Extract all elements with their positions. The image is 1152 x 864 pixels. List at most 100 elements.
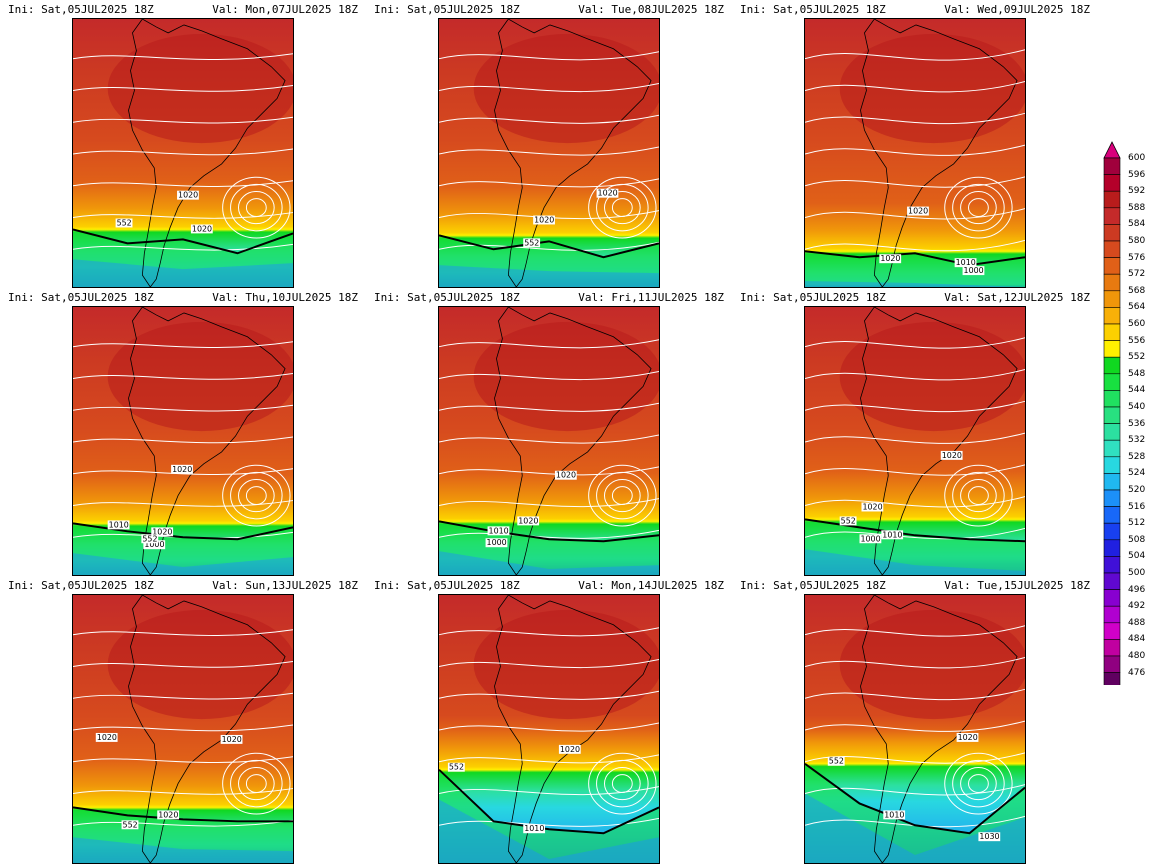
contour-label: 1020 bbox=[533, 215, 555, 224]
deep-cold-region bbox=[73, 837, 293, 863]
colorbar-level-label: 536 bbox=[1128, 418, 1146, 429]
isobar bbox=[439, 690, 659, 700]
colorbar-swatch bbox=[1103, 157, 1121, 175]
isobar bbox=[73, 819, 293, 827]
high-pressure-isobar bbox=[222, 752, 291, 815]
colorbar-swatch bbox=[1103, 290, 1121, 308]
isobar bbox=[805, 144, 1025, 156]
isobar bbox=[805, 49, 1025, 61]
isobar bbox=[805, 112, 1025, 125]
svg-text:1020: 1020 bbox=[958, 733, 978, 742]
colorbar-swatch bbox=[1103, 373, 1121, 391]
forecast-panel: Ini: Sat,05JUL2025 18Z Val: Thu,10JUL2025… bbox=[0, 288, 366, 576]
isobar bbox=[805, 337, 1025, 349]
contour-label: 1010 bbox=[883, 810, 906, 819]
colorbar-level-label: 572 bbox=[1128, 269, 1146, 280]
colorbar-level-label: 556 bbox=[1128, 335, 1146, 346]
forecast-panel: Ini: Sat,05JUL2025 18Z Val: Mon,14JUL2025… bbox=[366, 576, 732, 864]
high-pressure-isobar bbox=[611, 198, 633, 218]
svg-text:1020: 1020 bbox=[598, 189, 618, 198]
colorbar-swatch bbox=[1103, 323, 1121, 341]
isobar bbox=[805, 657, 1025, 669]
colorbar-swatch bbox=[1103, 473, 1121, 491]
coastline bbox=[860, 307, 1018, 575]
colorbar-swatch bbox=[1103, 639, 1121, 657]
svg-text:1020: 1020 bbox=[560, 745, 580, 754]
high-pressure-isobar bbox=[944, 176, 1013, 239]
colorbar-level-label: 564 bbox=[1128, 302, 1146, 313]
high-pressure-isobar bbox=[952, 183, 1005, 232]
colorbar-level-label: 524 bbox=[1128, 468, 1146, 479]
isobar bbox=[73, 531, 293, 539]
high-pressure-isobar bbox=[245, 774, 267, 794]
isobar bbox=[439, 146, 659, 156]
svg-text:552: 552 bbox=[524, 238, 539, 247]
high-pressure-isobar bbox=[238, 767, 275, 801]
valid-time-label: Val: Sat,12JUL2025 18Z bbox=[944, 291, 1090, 304]
svg-text:1020: 1020 bbox=[97, 733, 117, 742]
isobar bbox=[805, 81, 1025, 93]
colorbar-level-label: 580 bbox=[1128, 236, 1146, 246]
forecast-map: 1020 1020 552 bbox=[72, 18, 294, 288]
high-pressure-isobar bbox=[222, 464, 291, 527]
isobar bbox=[73, 53, 293, 60]
high-pressure-isobar bbox=[238, 479, 275, 513]
valid-time-label: Val: Sun,13JUL2025 18Z bbox=[212, 579, 358, 592]
colorbar-level-label: 548 bbox=[1128, 368, 1146, 379]
init-time-label: Ini: Sat,05JUL2025 18Z bbox=[740, 579, 886, 592]
cold-air-region bbox=[805, 763, 1025, 863]
init-time-label: Ini: Sat,05JUL2025 18Z bbox=[374, 3, 520, 16]
forecast-panel: Ini: Sat,05JUL2025 18Z Val: Fri,11JUL2025… bbox=[366, 288, 732, 576]
isobar bbox=[805, 625, 1025, 637]
thickness-pressure-map: 552 1020 1010 bbox=[439, 595, 659, 863]
deep-cold-region bbox=[805, 549, 1025, 575]
svg-text:1020: 1020 bbox=[942, 451, 962, 460]
colorbar-swatch bbox=[1103, 207, 1121, 225]
high-pressure-isobar bbox=[230, 471, 283, 520]
isobar bbox=[805, 688, 1025, 701]
colorbar-swatch bbox=[1103, 190, 1121, 209]
isobar bbox=[805, 815, 1025, 828]
init-time-label: Ini: Sat,05JUL2025 18Z bbox=[740, 291, 886, 304]
svg-text:1010: 1010 bbox=[882, 530, 902, 539]
isobar bbox=[439, 83, 659, 93]
valid-time-label: Val: Fri,11JUL2025 18Z bbox=[578, 291, 724, 304]
colorbar-level-label: 504 bbox=[1128, 551, 1146, 562]
contour-label: 1000 bbox=[859, 534, 882, 543]
valid-time-label: Val: Thu,10JUL2025 18Z bbox=[212, 291, 358, 304]
colorbar-level-label: 512 bbox=[1128, 518, 1146, 529]
forecast-panel: Ini: Sat,05JUL2025 18Z Val: Mon,07JUL2025… bbox=[0, 0, 366, 288]
thickness-pressure-map: 1020 1020 552 bbox=[73, 19, 293, 287]
contour-label: 552 bbox=[121, 820, 139, 829]
svg-text:1010: 1010 bbox=[524, 824, 544, 833]
colorbar-swatch bbox=[1103, 655, 1121, 673]
high-pressure-isobar bbox=[588, 752, 657, 815]
high-pressure-isobar bbox=[596, 183, 649, 232]
colorbar-swatch bbox=[1103, 589, 1121, 607]
high-pressure-isobar bbox=[604, 479, 641, 513]
svg-text:552: 552 bbox=[841, 516, 856, 525]
isobar bbox=[439, 434, 659, 444]
valid-time-label: Val: Tue,08JUL2025 18Z bbox=[578, 3, 724, 16]
colorbar-level-label: 540 bbox=[1128, 402, 1146, 412]
valid-time-label: Val: Tue,15JUL2025 18Z bbox=[944, 579, 1090, 592]
contour-label: 1020 bbox=[190, 224, 213, 233]
contour-label: 1010 bbox=[523, 824, 546, 833]
isobar bbox=[805, 432, 1025, 444]
colorbar-top-arrow bbox=[1103, 141, 1121, 159]
colorbar-level-label: 500 bbox=[1128, 568, 1146, 578]
svg-text:1020: 1020 bbox=[862, 502, 882, 511]
contour-label: 1020 bbox=[220, 735, 243, 744]
colorbar-swatch bbox=[1103, 522, 1121, 541]
contour-552 bbox=[805, 250, 1025, 267]
forecast-map: 1020 1010 1020 1000 552 bbox=[72, 306, 294, 576]
isobar bbox=[439, 241, 659, 251]
isobar bbox=[805, 369, 1025, 381]
contour-label: 552 bbox=[523, 238, 541, 247]
contour-label: 1010 bbox=[487, 526, 510, 535]
high-pressure-isobar bbox=[968, 774, 989, 794]
colorbar-level-label: 480 bbox=[1128, 651, 1146, 661]
contour-label: 1020 bbox=[940, 451, 963, 460]
contour-label: 552 bbox=[115, 218, 133, 227]
